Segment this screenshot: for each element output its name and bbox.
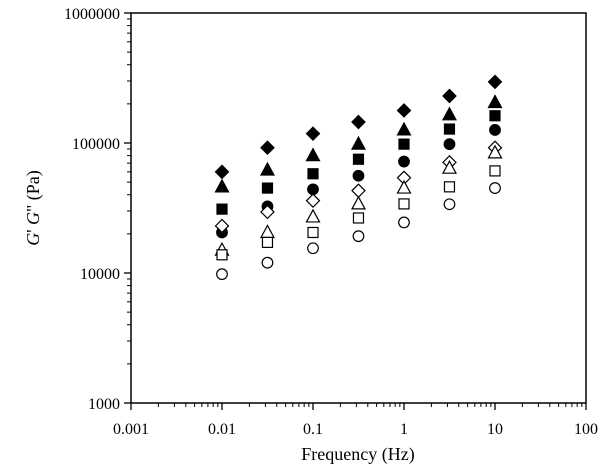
- point-open-square: [261, 236, 274, 248]
- point-filled-triangle: [214, 178, 230, 193]
- point-open-circle: [352, 230, 365, 243]
- point-open-triangle: [259, 224, 275, 239]
- point-filled-square: [398, 138, 410, 150]
- point-open-square: [216, 249, 228, 261]
- point-filled-triangle: [441, 106, 457, 121]
- point-open-square: [352, 212, 365, 224]
- point-filled-diamond: [351, 114, 366, 130]
- data-points: [214, 74, 503, 281]
- point-filled-circle: [352, 169, 365, 182]
- point-filled-circle: [307, 183, 319, 196]
- point-open-square: [307, 226, 319, 239]
- point-open-triangle: [305, 208, 321, 223]
- point-open-triangle: [487, 144, 503, 159]
- point-open-diamond: [305, 193, 321, 209]
- point-open-square: [443, 181, 456, 193]
- point-open-circle: [216, 268, 228, 281]
- x-tick-label: 10: [487, 421, 503, 438]
- point-open-triangle: [396, 179, 412, 194]
- point-open-triangle: [441, 159, 457, 174]
- point-filled-triangle: [396, 121, 412, 136]
- x-tick-label: 100: [574, 421, 598, 438]
- point-filled-diamond: [442, 88, 457, 104]
- y-tick-label: 1000000: [64, 6, 120, 23]
- y-axis-title-g2: G: [23, 212, 43, 230]
- point-open-circle: [489, 182, 501, 194]
- point-filled-diamond: [260, 140, 275, 156]
- point-filled-circle: [443, 138, 456, 151]
- point-open-triangle: [350, 195, 366, 210]
- x-axis-title: Frequency (Hz): [301, 444, 414, 465]
- point-filled-square: [352, 153, 365, 165]
- point-open-circle: [398, 216, 410, 229]
- point-filled-diamond: [214, 164, 230, 180]
- point-filled-diamond: [305, 126, 321, 142]
- y-axis-title: G' G" (Pa): [23, 170, 44, 246]
- point-filled-triangle: [487, 94, 503, 109]
- y-axis-title-g1: G: [23, 233, 43, 246]
- x-tick-label: 0.001: [113, 421, 149, 438]
- y-axis-ticks: 1000 10000 100000 1000000: [64, 6, 131, 413]
- point-filled-square: [443, 123, 456, 135]
- point-filled-triangle: [259, 161, 275, 176]
- point-filled-triangle: [350, 135, 366, 150]
- y-tick-label: 100000: [72, 136, 120, 153]
- point-open-diamond: [351, 183, 366, 198]
- point-open-square: [398, 198, 410, 210]
- plot-frame: [130, 12, 587, 404]
- point-filled-diamond: [396, 103, 412, 118]
- point-open-circle: [307, 242, 319, 255]
- point-filled-square: [261, 182, 274, 194]
- y-tick-label: 10000: [80, 266, 120, 283]
- point-filled-circle: [489, 124, 501, 136]
- x-tick-label: 1: [400, 421, 408, 438]
- point-filled-square: [489, 110, 501, 122]
- y-axis-title-prime: ': [23, 230, 43, 233]
- point-open-circle: [261, 256, 274, 269]
- point-filled-triangle: [305, 147, 321, 162]
- point-open-square: [489, 165, 501, 177]
- point-open-diamond: [260, 204, 275, 220]
- point-filled-circle: [398, 155, 410, 168]
- x-tick-label: 0.01: [208, 421, 236, 438]
- y-axis-title-unit: (Pa): [23, 170, 44, 205]
- y-axis-title-double-prime: ": [23, 205, 43, 212]
- point-filled-diamond: [487, 74, 503, 90]
- point-filled-square: [216, 203, 228, 215]
- point-open-circle: [443, 198, 456, 211]
- x-axis-ticks: 0.001 0.01 0.1 1 10 100: [113, 403, 598, 438]
- point-open-diamond: [214, 218, 230, 234]
- y-tick-label: 1000: [88, 396, 120, 413]
- x-tick-label: 0.1: [303, 421, 323, 438]
- point-filled-square: [307, 168, 319, 180]
